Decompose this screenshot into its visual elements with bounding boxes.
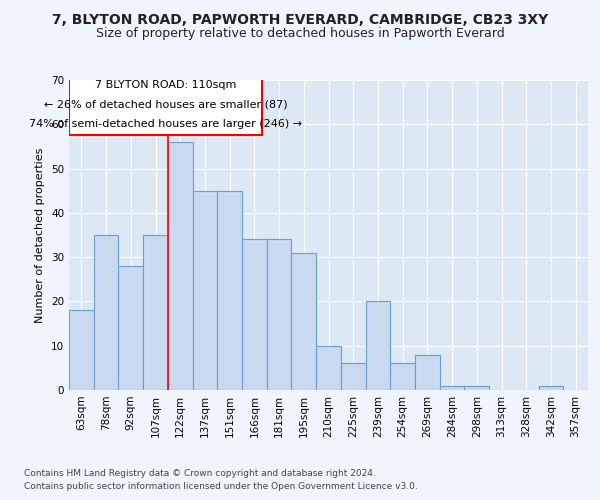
Text: Contains public sector information licensed under the Open Government Licence v3: Contains public sector information licen… xyxy=(24,482,418,491)
Y-axis label: Number of detached properties: Number of detached properties xyxy=(35,148,46,322)
Bar xyxy=(267,240,292,390)
Bar xyxy=(440,386,464,390)
Bar xyxy=(217,190,242,390)
Text: 7 BLYTON ROAD: 110sqm: 7 BLYTON ROAD: 110sqm xyxy=(95,80,236,90)
Bar xyxy=(168,142,193,390)
Bar xyxy=(539,386,563,390)
Bar xyxy=(94,235,118,390)
FancyBboxPatch shape xyxy=(69,78,262,136)
Bar xyxy=(464,386,489,390)
Bar xyxy=(143,235,168,390)
Text: ← 26% of detached houses are smaller (87): ← 26% of detached houses are smaller (87… xyxy=(44,100,287,110)
Bar xyxy=(415,354,440,390)
Bar xyxy=(292,252,316,390)
Text: 7, BLYTON ROAD, PAPWORTH EVERARD, CAMBRIDGE, CB23 3XY: 7, BLYTON ROAD, PAPWORTH EVERARD, CAMBRI… xyxy=(52,12,548,26)
Bar xyxy=(341,364,365,390)
Bar xyxy=(390,364,415,390)
Bar xyxy=(69,310,94,390)
Text: 74% of semi-detached houses are larger (246) →: 74% of semi-detached houses are larger (… xyxy=(29,119,302,129)
Bar xyxy=(365,302,390,390)
Text: Size of property relative to detached houses in Papworth Everard: Size of property relative to detached ho… xyxy=(95,28,505,40)
Bar xyxy=(242,240,267,390)
Bar xyxy=(118,266,143,390)
Text: Contains HM Land Registry data © Crown copyright and database right 2024.: Contains HM Land Registry data © Crown c… xyxy=(24,468,376,477)
Bar xyxy=(193,190,217,390)
Bar xyxy=(316,346,341,390)
